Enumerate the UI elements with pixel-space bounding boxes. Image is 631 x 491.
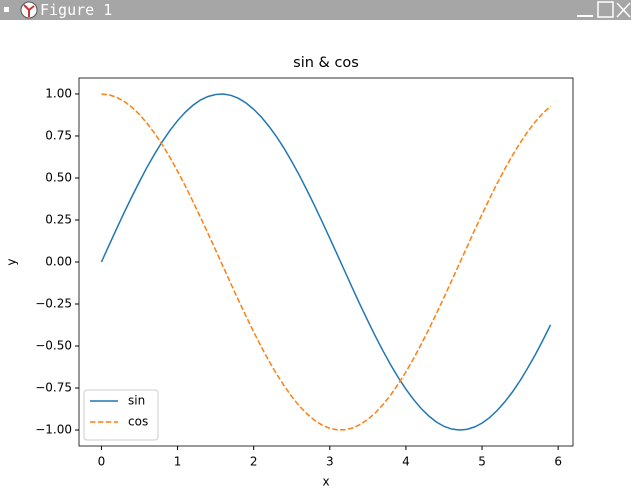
window-title: Figure 1 — [40, 1, 113, 19]
x-tick-label: 3 — [326, 455, 334, 469]
title-bar: Figure 1 — [0, 0, 631, 20]
line-series — [100, 93, 552, 431]
x-axis-label: x — [322, 475, 329, 489]
legend-label: cos — [128, 415, 148, 429]
y-tick-label: 0.25 — [45, 212, 72, 226]
legend-label: sin — [128, 394, 145, 408]
legend-box — [83, 389, 159, 441]
x-tick-label: 5 — [478, 455, 486, 469]
x-tick-label: 1 — [174, 455, 182, 469]
y-tick-label: 1.00 — [45, 86, 72, 100]
y-tick-label: 0.75 — [45, 128, 72, 142]
y-tick-label: −0.50 — [35, 339, 72, 353]
window-controls[interactable] — [571, 0, 631, 20]
y-tick-label: 0.50 — [45, 170, 72, 184]
chart-title: sin & cos — [293, 55, 359, 71]
x-tick-label: 4 — [402, 455, 410, 469]
window-icons — [4, 1, 38, 19]
plot-frame — [78, 77, 574, 447]
y-tick-label: −0.75 — [35, 381, 72, 395]
line-series — [101, 93, 552, 431]
y-tick-label: −1.00 — [35, 423, 72, 437]
y-tick-label: 0.00 — [45, 255, 72, 269]
y-axis-label: y — [5, 258, 19, 265]
chart: sin & cos x y −1.00 −0.75 −0.50 −0.25 0.00 0.… — [5, 55, 574, 489]
x-tick-label: 0 — [98, 455, 106, 469]
x-tick-label: 6 — [554, 455, 562, 469]
y-tick-label: −0.25 — [35, 297, 72, 311]
x-tick-label: 2 — [250, 455, 258, 469]
